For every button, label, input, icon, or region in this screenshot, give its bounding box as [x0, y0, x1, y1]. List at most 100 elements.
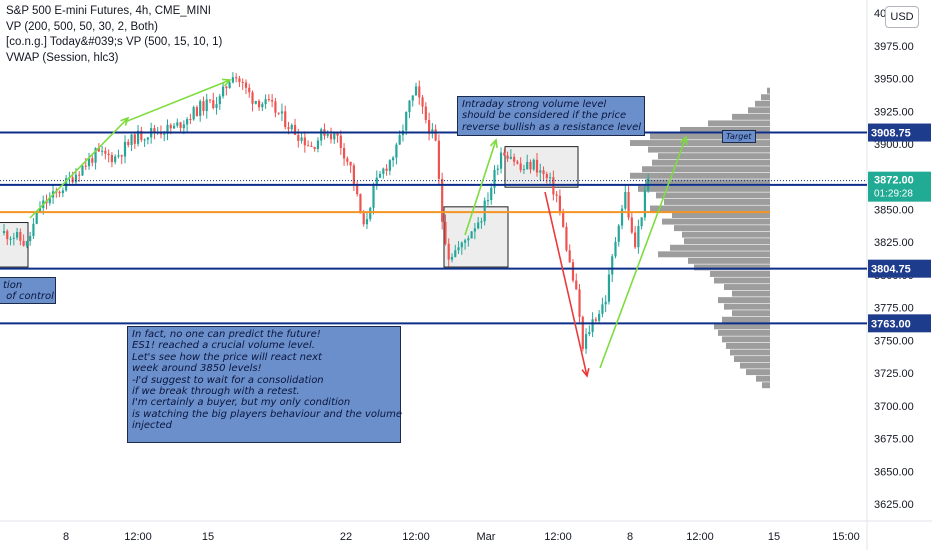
- volume-profile-bar: [650, 133, 770, 140]
- volume-profile-bar: [748, 107, 770, 114]
- candle-body: [261, 104, 264, 108]
- candle-body: [408, 100, 411, 113]
- volume-profile-bar: [648, 146, 770, 153]
- candle-body: [522, 169, 526, 171]
- volume-profile-bar: [740, 362, 770, 369]
- candle-body: [264, 99, 267, 105]
- price-tick-label: 3925.00: [874, 106, 914, 118]
- volume-profile-bar: [652, 159, 770, 166]
- candle-body: [643, 190, 647, 218]
- level-price-tag-bg: [868, 259, 931, 278]
- time-tick-label: 15: [202, 531, 214, 543]
- target-note[interactable]: Target: [722, 130, 756, 143]
- candle-body: [467, 238, 470, 241]
- indicator-todays-vp[interactable]: [co.n.g.] Today&#039;s VP (500, 15, 10, …: [6, 36, 223, 48]
- time-tick-label: 12:00: [544, 531, 572, 543]
- volume-profile-bar: [734, 356, 770, 363]
- candle-body: [594, 319, 597, 321]
- candle-body: [411, 95, 414, 101]
- candle-body: [107, 153, 110, 156]
- volume-profile-bar: [662, 218, 770, 225]
- candle-body: [284, 111, 287, 128]
- candle-body: [231, 77, 234, 83]
- volume-profile-bar: [674, 225, 770, 232]
- volume-profile-bar: [732, 113, 770, 120]
- currency-button[interactable]: USD: [885, 6, 919, 28]
- candle-body: [320, 129, 323, 141]
- candle-body: [192, 107, 195, 120]
- candle-body: [104, 150, 107, 154]
- candle-body: [532, 159, 535, 170]
- price-tick-label: 3975.00: [874, 41, 914, 53]
- candle-body: [470, 231, 473, 239]
- candle-body: [84, 165, 87, 167]
- candle-body: [130, 134, 133, 146]
- volume-profile-bar: [732, 310, 770, 317]
- candle-body: [290, 124, 293, 130]
- candle-body: [611, 256, 614, 275]
- candle-body: [460, 242, 463, 248]
- analysis-note[interactable]: In fact, no one can predict the future! …: [127, 326, 402, 443]
- price-tick-label: 3625.00: [874, 499, 914, 511]
- candle-body: [9, 238, 12, 240]
- volume-profile-bar: [630, 140, 770, 147]
- candle-body: [591, 319, 594, 332]
- indicator-vwap[interactable]: VWAP (Session, hlc3): [6, 51, 119, 64]
- price-tick-label: 3750.00: [874, 335, 914, 347]
- volume-profile-bar: [714, 277, 770, 284]
- candle-body: [169, 124, 172, 129]
- candle-body: [228, 82, 231, 89]
- candle-body: [414, 86, 418, 96]
- volume-profile-bar: [630, 172, 770, 179]
- candle-body: [349, 161, 352, 166]
- candle-body: [38, 208, 42, 212]
- candle-body: [398, 135, 401, 145]
- candle-body: [244, 82, 248, 88]
- uptrend-arrow: [29, 117, 129, 219]
- candle-body: [614, 241, 617, 257]
- candle-body: [480, 221, 483, 223]
- time-tick-label: 15:00: [832, 531, 860, 543]
- candle-body: [362, 213, 365, 225]
- chart-legend: S&P 500 E-mini Futures, 4h, CME_MINI VP …: [6, 4, 222, 66]
- candle-body: [22, 240, 25, 246]
- candle-body: [444, 221, 447, 244]
- indicator-vp[interactable]: VP (200, 500, 50, 30, 2, Both): [6, 20, 158, 33]
- candle-body: [48, 197, 51, 204]
- candle-body: [499, 152, 503, 169]
- candle-body: [630, 217, 633, 233]
- candle-body: [392, 157, 395, 161]
- volume-profile-bar: [722, 316, 770, 323]
- candle-body: [6, 231, 9, 240]
- candle-body: [555, 194, 558, 196]
- price-tick-label: 3650.00: [874, 466, 914, 478]
- candle-body: [182, 124, 185, 129]
- candle-body: [607, 274, 611, 302]
- candle-body: [251, 92, 254, 104]
- candle-body: [428, 119, 431, 134]
- candle-body: [548, 177, 552, 179]
- candle-body: [221, 86, 225, 97]
- symbol-title[interactable]: S&P 500 E-mini Futures, 4h, CME_MINI: [6, 5, 211, 17]
- time-tick-label: 8: [63, 531, 69, 543]
- price-tick-label: 3725.00: [874, 368, 914, 380]
- downtrend-arrow: [544, 191, 588, 377]
- volume-profile-bar: [645, 179, 770, 186]
- intraday-volume-note[interactable]: Intraday strong volume level should be c…: [457, 96, 645, 136]
- candle-body: [267, 99, 270, 101]
- candle-body: [405, 112, 408, 131]
- candle-body: [477, 222, 480, 229]
- candle-body: [78, 174, 81, 176]
- candle-body: [195, 107, 199, 116]
- candle-body: [388, 160, 391, 171]
- price-tick-label: 3775.00: [874, 303, 914, 315]
- candle-body: [117, 155, 120, 157]
- volume-profile-bar: [761, 94, 770, 101]
- volume-profile-bar: [722, 336, 770, 343]
- candle-body: [575, 280, 578, 290]
- candle-body: [450, 256, 454, 260]
- point-of-control-note[interactable]: tion of control: [0, 277, 56, 304]
- candle-body: [123, 141, 127, 157]
